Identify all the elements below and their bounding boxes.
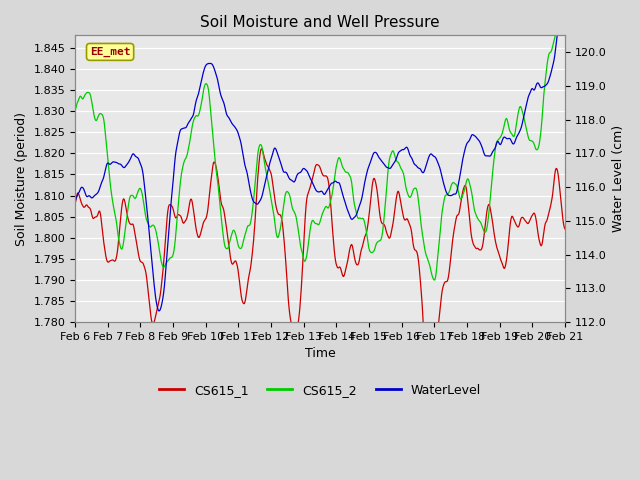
Y-axis label: Water Level (cm): Water Level (cm) [612, 125, 625, 232]
Legend: CS615_1, CS615_2, WaterLevel: CS615_1, CS615_2, WaterLevel [154, 379, 486, 402]
Y-axis label: Soil Moisture (period): Soil Moisture (period) [15, 112, 28, 246]
X-axis label: Time: Time [305, 347, 335, 360]
Text: EE_met: EE_met [90, 47, 131, 57]
Title: Soil Moisture and Well Pressure: Soil Moisture and Well Pressure [200, 15, 440, 30]
